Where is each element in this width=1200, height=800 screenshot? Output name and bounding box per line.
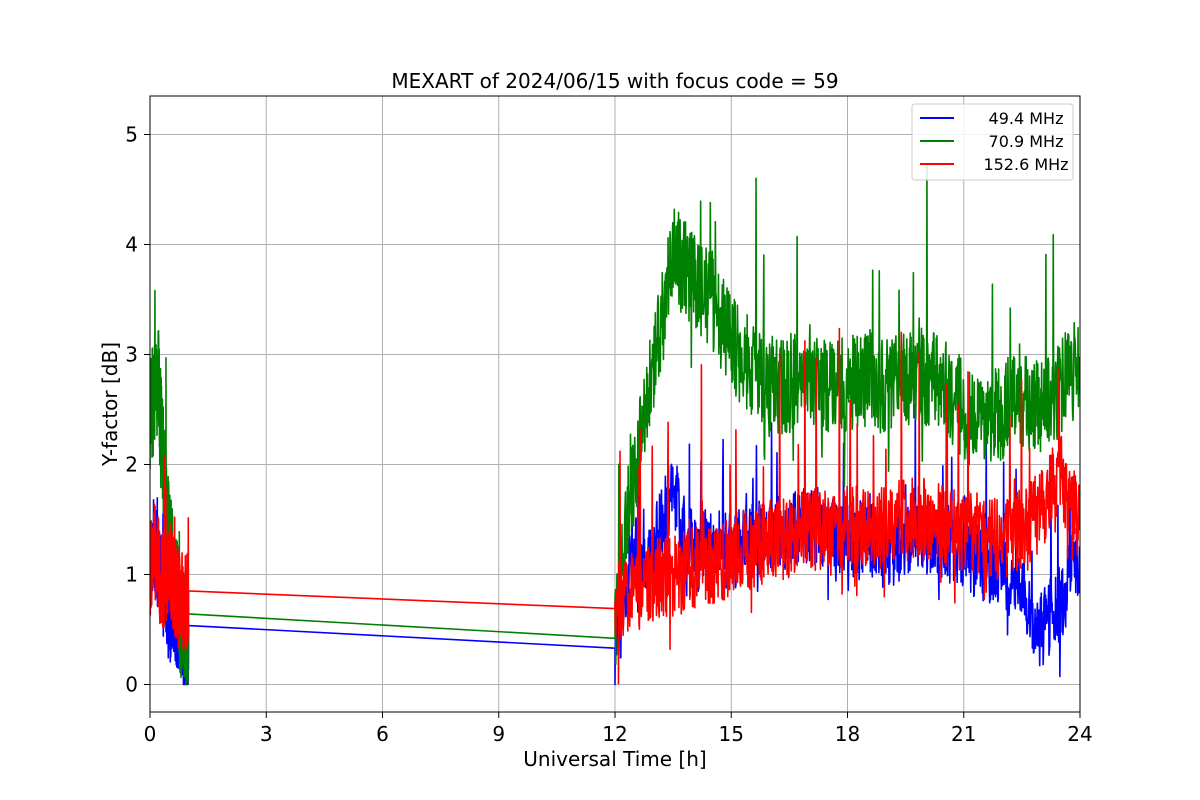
y-axis: 0 1 2 3 4 5	[125, 123, 150, 697]
x-tick-label: 21	[951, 722, 976, 746]
x-tick-label: 24	[1067, 722, 1092, 746]
x-tick-label: 6	[376, 722, 389, 746]
x-tick-label: 3	[260, 722, 273, 746]
y-tick-label: 1	[125, 563, 138, 587]
y-axis-label: Y-factor [dB]	[98, 342, 122, 467]
chart-title: MEXART of 2024/06/15 with focus code = 5…	[391, 69, 838, 93]
x-tick-label: 9	[492, 722, 505, 746]
x-tick-label: 0	[144, 722, 157, 746]
x-tick-label: 15	[719, 722, 744, 746]
legend-box	[911, 103, 1074, 181]
series-line-2	[150, 327, 1080, 685]
legend-label: 49.4 MHz	[989, 109, 1064, 128]
x-axis-label: Universal Time [h]	[523, 747, 706, 771]
x-tick-label: 12	[602, 722, 627, 746]
y-tick-label: 5	[125, 123, 138, 147]
y-tick-label: 2	[125, 453, 138, 477]
y-tick-label: 4	[125, 233, 138, 257]
x-tick-label: 18	[835, 722, 860, 746]
x-axis: 0 3 6 9 12 15 18 21 24	[144, 712, 1093, 746]
y-tick-label: 0	[125, 673, 138, 697]
legend: 49.4 MHz 70.9 MHz 152.6 MHz	[911, 103, 1074, 181]
legend-label: 152.6 MHz	[983, 155, 1068, 174]
plot-area	[150, 164, 1080, 686]
y-tick-label: 3	[125, 343, 138, 367]
legend-label: 70.9 MHz	[989, 132, 1064, 151]
